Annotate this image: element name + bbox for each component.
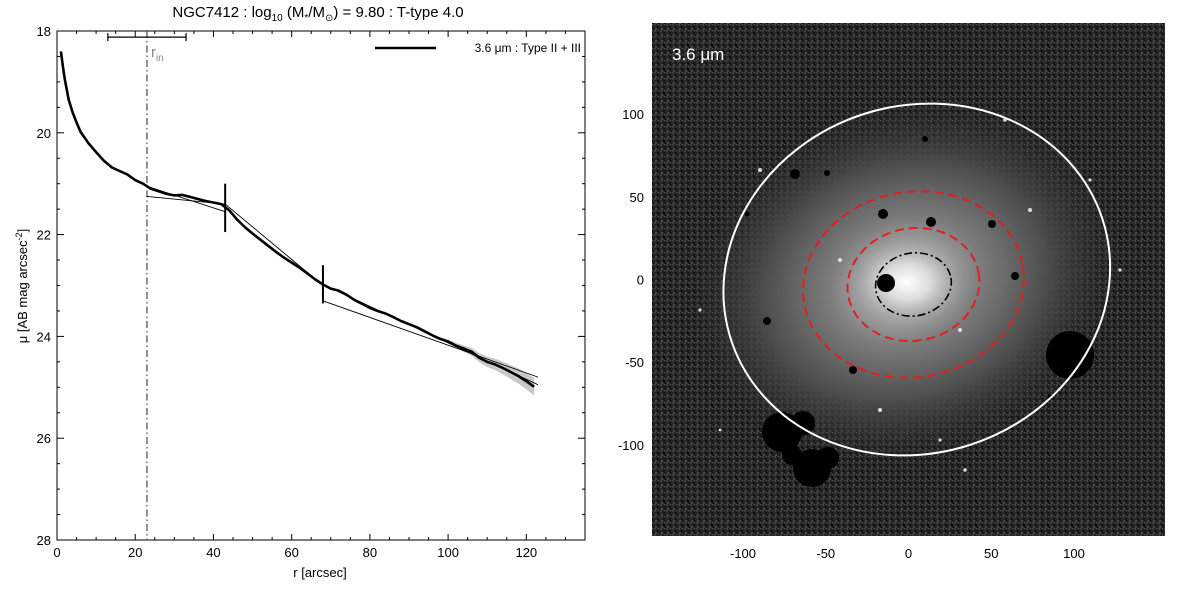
x-tick-label: 60 bbox=[284, 545, 298, 560]
image-x-tick-label: 100 bbox=[1063, 546, 1085, 561]
masked-stars bbox=[744, 136, 1094, 487]
y-tick-label: 24 bbox=[37, 329, 51, 344]
image-y-tick-label: 100 bbox=[622, 107, 644, 122]
surface-brightness-profile: 0 20 40 60 80 100 120 18 20 22 24 26 28 rin 3.6 μm … bbox=[14, 24, 586, 580]
legend: 3.6 μm : Type II + III bbox=[375, 41, 581, 55]
y-axis-title: μ [AB mag arcsec-2] bbox=[14, 229, 30, 344]
image-x-tick-label: 0 bbox=[905, 546, 912, 561]
band-label: 3.6 μm bbox=[672, 45, 724, 64]
y-tick-label: 26 bbox=[37, 431, 51, 446]
error-band bbox=[448, 339, 535, 396]
image-y-tick-label: -50 bbox=[625, 355, 644, 370]
ellipse-dashed bbox=[802, 190, 1025, 379]
x-axis-title: r [arcsec] bbox=[293, 565, 346, 580]
break-markers bbox=[224, 183, 324, 304]
plot-frame bbox=[56, 30, 586, 541]
image-x-tick-label: 50 bbox=[984, 546, 998, 561]
galaxy-image-panel: 3.6 μm -100 -50 0 50 100 -100 -50 0 50 100 bbox=[618, 23, 1165, 561]
image-y-tick-label: 0 bbox=[637, 273, 644, 288]
series-line-3.6um bbox=[59, 51, 535, 388]
image-x-tick-label: -100 bbox=[730, 546, 756, 561]
fit-line bbox=[322, 300, 539, 378]
y-tick-label: 20 bbox=[37, 126, 51, 141]
r-in-label: rin bbox=[151, 44, 164, 64]
x-tick-label: 20 bbox=[128, 545, 142, 560]
x-axis: 0 20 40 60 80 100 120 bbox=[53, 31, 586, 560]
image-x-tick-label: -50 bbox=[816, 546, 835, 561]
image-y-tick-label: -100 bbox=[618, 438, 644, 453]
ellipse-outer bbox=[722, 102, 1112, 457]
x-tick-label: 0 bbox=[53, 545, 60, 560]
y-axis: 18 20 22 24 26 28 bbox=[37, 24, 585, 548]
r-in-bar bbox=[107, 33, 187, 42]
y-tick-label: 18 bbox=[37, 24, 51, 39]
image-x-axis: -100 -50 0 50 100 bbox=[730, 546, 1085, 561]
legend-label: 3.6 μm : Type II + III bbox=[475, 41, 581, 55]
galaxy-core-glow bbox=[849, 238, 965, 326]
figure-title: NGC7412 : log10 (M*/M⊙) = 9.80 : T-type … bbox=[172, 4, 463, 24]
ellipse-inner bbox=[874, 252, 953, 317]
x-tick-label: 120 bbox=[515, 545, 537, 560]
x-tick-label: 80 bbox=[363, 545, 377, 560]
y-tick-label: 22 bbox=[37, 228, 51, 243]
image-y-tick-label: 50 bbox=[630, 190, 644, 205]
ellipse-dashed bbox=[846, 226, 981, 343]
y-tick-label: 28 bbox=[37, 533, 51, 548]
image-y-axis: -100 -50 0 50 100 bbox=[618, 107, 644, 453]
x-tick-label: 100 bbox=[437, 545, 459, 560]
isophote-ellipses bbox=[722, 102, 1112, 457]
x-tick-label: 40 bbox=[206, 545, 220, 560]
